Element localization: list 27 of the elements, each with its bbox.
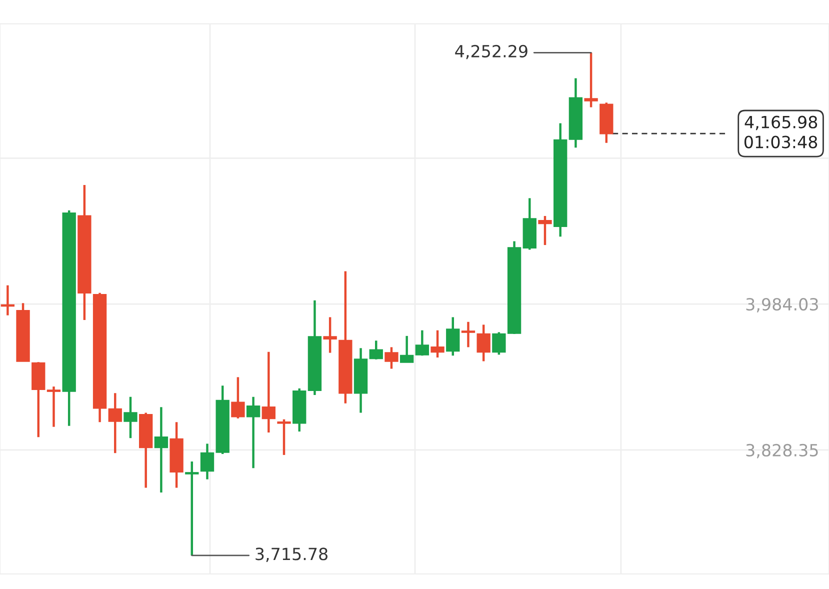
candlestick bbox=[461, 320, 476, 348]
candlestick bbox=[246, 396, 260, 470]
candlestick bbox=[200, 442, 214, 480]
candlestick bbox=[446, 316, 460, 357]
candlestick bbox=[538, 214, 552, 246]
candlestick bbox=[154, 406, 168, 494]
candlestick bbox=[415, 329, 430, 357]
candlestick bbox=[323, 316, 337, 354]
candlestick bbox=[400, 334, 414, 364]
y-tick-label: 3,984.03 bbox=[746, 298, 818, 312]
candlestick bbox=[185, 460, 199, 557]
ref-line-label: 4,165.98 01:03:48 bbox=[744, 116, 818, 148]
candlestick bbox=[430, 329, 444, 359]
annotation: 4,252.29 bbox=[455, 44, 528, 60]
candlestick bbox=[231, 376, 245, 420]
candlestick bbox=[124, 396, 138, 440]
candlestick bbox=[108, 392, 122, 454]
candlestick bbox=[476, 324, 490, 362]
y-tick-label: 3,828.35 bbox=[746, 444, 818, 458]
candlestick bbox=[584, 52, 598, 108]
candlestick bbox=[384, 346, 398, 370]
annotation: 3,715.78 bbox=[256, 548, 328, 562]
candlestick bbox=[277, 418, 291, 456]
candlestick bbox=[0, 284, 15, 316]
candlestick bbox=[262, 350, 276, 434]
candlestick bbox=[46, 385, 61, 428]
candlestick bbox=[369, 340, 383, 360]
